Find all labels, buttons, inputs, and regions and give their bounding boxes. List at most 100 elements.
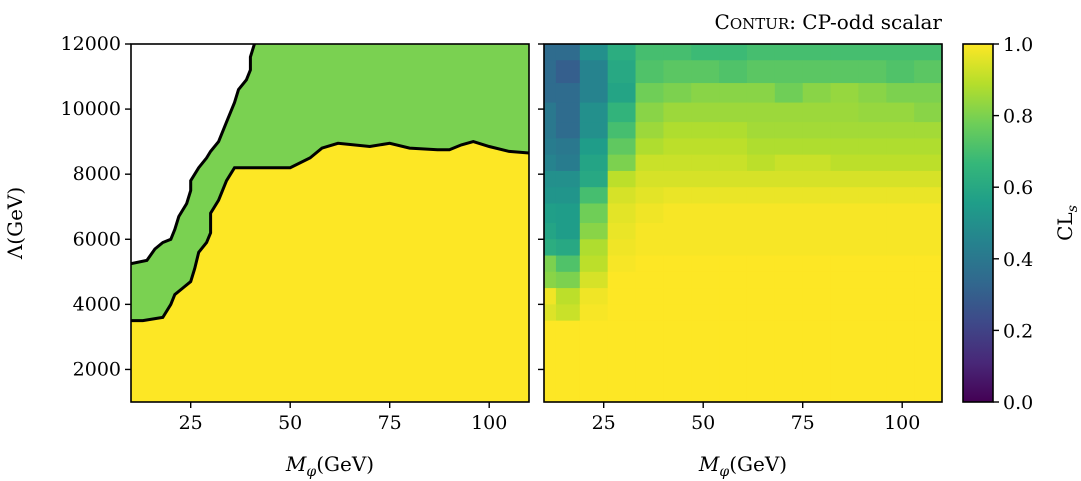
heatmap-cell (719, 271, 748, 289)
left-y-tick-label-0: 2000 (73, 358, 121, 380)
heatmap-cell (858, 203, 887, 224)
heatmap-cell (607, 83, 637, 104)
heatmap-cell (719, 122, 748, 139)
heatmap-cell (544, 170, 557, 188)
heatmap-cell (691, 304, 720, 322)
heatmap-cell (746, 239, 776, 257)
heatmap-cell (663, 102, 692, 123)
heatmap-cell (830, 187, 860, 205)
heatmap-cell (579, 203, 609, 224)
heatmap-cell (746, 320, 776, 403)
heatmap-cell (691, 223, 720, 240)
heatmap-cell (802, 154, 832, 172)
heatmap-cell (579, 122, 609, 139)
colorbar-tick-label-0: 0.0 (1003, 392, 1033, 414)
heatmap-cell (746, 60, 776, 84)
heatmap-cell (544, 288, 557, 305)
heatmap-cell (719, 138, 748, 156)
left-axes-frame (130, 43, 530, 403)
heatmap-cell (691, 203, 720, 224)
heatmap-cell (802, 122, 832, 139)
heatmap-cell (635, 122, 664, 139)
heatmap-cell (579, 138, 609, 156)
colorbar: 0.0 0.2 0.4 0.6 0.8 1.0 CLs (962, 34, 1081, 414)
heatmap-cell (858, 320, 887, 403)
heatmap-cell (555, 320, 581, 403)
heatmap-cell (774, 138, 804, 156)
right-y-ticks (538, 43, 544, 371)
heatmap-cell (802, 271, 832, 289)
heatmap-cell (635, 170, 664, 188)
heatmap-cell (635, 304, 664, 322)
heatmap-cell (635, 320, 664, 403)
heatmap-cell (691, 288, 720, 305)
heatmap-cell (663, 60, 692, 84)
heatmap-cell (663, 122, 692, 139)
heatmap-cell (830, 239, 860, 257)
heatmap-cell (663, 170, 692, 188)
heatmap-cell (544, 304, 557, 322)
heatmap-cell (914, 83, 943, 104)
left-y-tick-label-1: 4000 (73, 293, 121, 315)
heatmap-cell (555, 170, 581, 188)
heatmap-cell (691, 138, 720, 156)
heatmap-cell (886, 255, 915, 273)
heatmap-cell (555, 187, 581, 205)
heatmap-cell (691, 320, 720, 403)
heatmap-cell (663, 203, 692, 224)
heatmap-cell (830, 60, 860, 84)
heatmap-cell (802, 138, 832, 156)
heatmap-cell (607, 187, 637, 205)
heatmap-cell (635, 187, 664, 205)
heatmap-cell (691, 44, 720, 61)
heatmap-cell (544, 102, 557, 123)
heatmap-cell (555, 60, 581, 84)
heatmap-cell (746, 271, 776, 289)
heatmap-cell (635, 288, 664, 305)
left-y-tick-label-2: 6000 (73, 228, 121, 250)
heatmap-cell (886, 170, 915, 188)
contour-95 (131, 140, 529, 323)
heatmap-cell (579, 320, 609, 403)
heatmap-cell (914, 223, 943, 240)
heatmap-cell (746, 44, 776, 61)
left-y-tick-label-3: 8000 (73, 163, 121, 185)
heatmap-cell (607, 320, 637, 403)
colorbar-tick-label-1: 0.2 (1003, 320, 1033, 342)
heatmap-cell (830, 154, 860, 172)
heatmap-cell (830, 255, 860, 273)
heatmap-cell (691, 102, 720, 123)
heatmap-cell (579, 271, 609, 289)
right-x-tick-label-2: 75 (791, 412, 815, 434)
heatmap-cell (607, 154, 637, 172)
heatmap-cell (555, 304, 581, 322)
heatmap-cell (691, 271, 720, 289)
heatmap-cell (635, 138, 664, 156)
heatmap-cell (886, 239, 915, 257)
heatmap-cell (663, 223, 692, 240)
left-y-axis-label: Λ(GeV) (3, 187, 27, 260)
heatmap-cell (914, 154, 943, 172)
heatmap-cell (774, 255, 804, 273)
heatmap-cell (774, 170, 804, 188)
heatmap-cell (555, 203, 581, 224)
heatmap-cell (858, 223, 887, 240)
heatmap-cell (886, 320, 915, 403)
heatmap-cell (774, 223, 804, 240)
right-panel: 25 50 75 100 Mφ(GeV) (538, 43, 943, 480)
right-axes-frame (543, 43, 943, 403)
heatmap-cell (719, 203, 748, 224)
heatmap-cell (830, 102, 860, 123)
heatmap-cell (914, 60, 943, 84)
heatmap-cell (830, 122, 860, 139)
colorbar-gradient (963, 44, 993, 402)
heatmap-cell (774, 271, 804, 289)
heatmap-cell (555, 138, 581, 156)
heatmap-cell (555, 83, 581, 104)
heatmap-cell (691, 122, 720, 139)
heatmap-cell (746, 83, 776, 104)
heatmap-cell (858, 255, 887, 273)
heatmap-cell (635, 255, 664, 273)
heatmap-cell (544, 320, 557, 403)
heatmap-cell (746, 122, 776, 139)
